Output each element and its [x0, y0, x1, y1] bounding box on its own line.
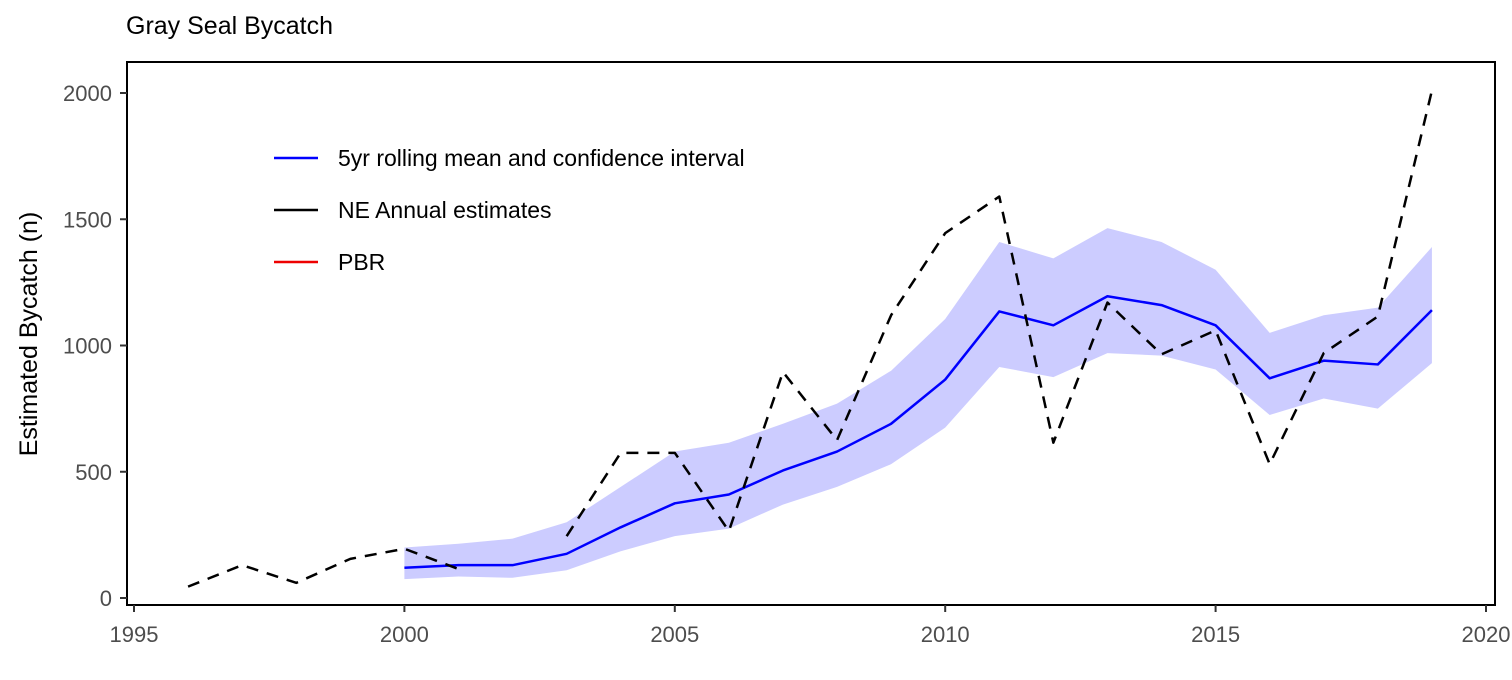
data-point-1: [186, 584, 191, 589]
data-point-1: [835, 438, 840, 443]
data-point-1: [672, 450, 677, 455]
data-point-1: [997, 194, 1002, 199]
x-tick-label: 2020: [1462, 622, 1511, 647]
data-point-0: [835, 449, 840, 454]
x-tick-label: 2005: [650, 622, 699, 647]
data-point-0: [943, 377, 948, 382]
data-point-1: [456, 566, 461, 571]
data-point-2: [1429, 245, 1434, 250]
data-point-0: [1051, 323, 1056, 328]
data-point-0: [780, 468, 785, 473]
data-point-1: [780, 370, 785, 375]
data-point-0: [1213, 323, 1218, 328]
data-point-0: [997, 309, 1002, 314]
series-line-1: [565, 90, 1434, 537]
confidence-band: [404, 228, 1432, 580]
data-point-1: [1105, 300, 1110, 305]
data-point-1: [564, 534, 569, 539]
data-point-1: [1051, 440, 1056, 445]
x-tick-label: 2010: [921, 622, 970, 647]
y-axis-title: Estimated Bycatch (n): [15, 212, 43, 457]
data-point-0: [672, 501, 677, 506]
data-point-0: [1105, 294, 1110, 299]
legend-label-2: PBR: [338, 249, 385, 275]
data-point-0: [618, 525, 623, 530]
data-point-1: [402, 546, 407, 551]
data-point-1: [348, 556, 353, 561]
data-point-1: [1267, 462, 1272, 467]
y-tick-label: 1500: [63, 207, 112, 232]
data-point-1: [618, 450, 623, 455]
data-point-0: [510, 563, 515, 568]
data-point-1: [240, 563, 245, 568]
x-tick-label: 2015: [1191, 622, 1240, 647]
data-point-1: [889, 313, 894, 318]
series-line-0: [404, 295, 1433, 569]
data-point-0: [1267, 376, 1272, 381]
data-point-0: [1375, 362, 1380, 367]
data-point-1: [726, 529, 731, 534]
data-point-1: [943, 231, 948, 236]
x-tick-label: 2000: [380, 622, 429, 647]
data-point-1: [1375, 314, 1380, 319]
data-point-2: [1213, 245, 1218, 250]
y-tick-label: 2000: [63, 81, 112, 106]
series-line-1: [187, 547, 459, 588]
legend: 5yr rolling mean and confidence interval…: [274, 145, 745, 275]
data-point-0: [1159, 303, 1164, 308]
y-tick-label: 1000: [63, 334, 112, 359]
legend-label-1: NE Annual estimates: [338, 197, 552, 223]
data-point-0: [1429, 308, 1434, 313]
data-point-1: [1321, 351, 1326, 356]
y-tick-label: 0: [100, 586, 112, 611]
legend-label-0: 5yr rolling mean and confidence interval: [338, 145, 745, 171]
data-point-0: [889, 421, 894, 426]
data-point-1: [294, 580, 299, 585]
data-point-1: [1159, 352, 1164, 357]
data-point-0: [564, 551, 569, 556]
data-point-0: [402, 565, 407, 570]
data-point-0: [726, 492, 731, 497]
data-point-1: [1429, 88, 1434, 93]
chart-title: Gray Seal Bycatch: [126, 12, 334, 40]
data-point-1: [1213, 328, 1218, 333]
x-tick-label: 1995: [110, 622, 159, 647]
plot-panel-border: [126, 61, 1496, 606]
y-tick-label: 500: [75, 460, 112, 485]
